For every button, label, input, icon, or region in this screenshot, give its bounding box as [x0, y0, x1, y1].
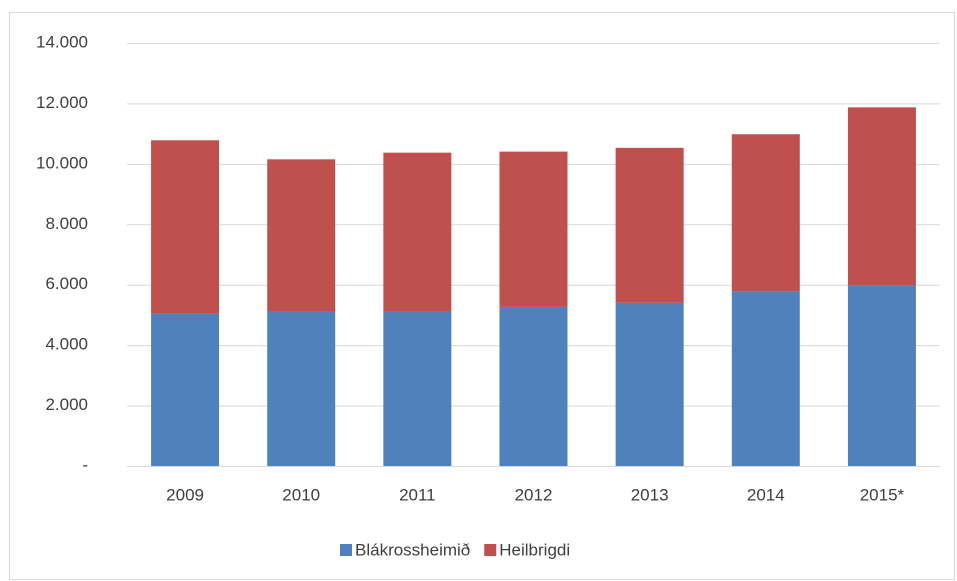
bar-segment	[615, 147, 684, 303]
y-tick-label: 2.000	[45, 395, 88, 414]
y-tick-label: 12.000	[36, 93, 88, 112]
bar-segment	[383, 152, 452, 312]
bar-segment	[383, 311, 452, 466]
bar-segment	[499, 306, 568, 466]
bar-segment	[615, 302, 684, 466]
x-tick-label: 2015*	[860, 485, 905, 504]
x-tick-label: 2010	[282, 485, 320, 504]
y-tick-label: 6.000	[45, 274, 88, 293]
x-tick-label: 2014	[747, 485, 785, 504]
bar-segment	[151, 140, 220, 314]
y-tick-label: 14.000	[36, 32, 88, 51]
bar-segment	[151, 313, 220, 466]
legend-swatch	[484, 544, 497, 556]
bar-segment	[731, 291, 800, 466]
y-tick-label: 8.000	[45, 214, 88, 233]
x-tick-label: 2009	[166, 485, 204, 504]
bar-segment	[267, 311, 336, 466]
x-tick-label: 2013	[631, 485, 669, 504]
y-tick-label: 4.000	[45, 335, 88, 354]
bar-segment	[731, 134, 800, 292]
y-tick-label: -	[82, 455, 88, 474]
x-tick-label: 2012	[515, 485, 553, 504]
legend-swatch	[340, 544, 352, 556]
x-tick-label: 2011	[399, 485, 436, 504]
bar-segment	[847, 285, 916, 466]
legend-label: Heilbrigdi	[499, 540, 570, 559]
bar-segment	[847, 107, 916, 286]
bar-segment	[499, 151, 568, 307]
y-tick-label: 10.000	[36, 153, 88, 172]
bar-segment	[267, 159, 336, 312]
legend-label: Blákrossheimið	[355, 540, 470, 559]
